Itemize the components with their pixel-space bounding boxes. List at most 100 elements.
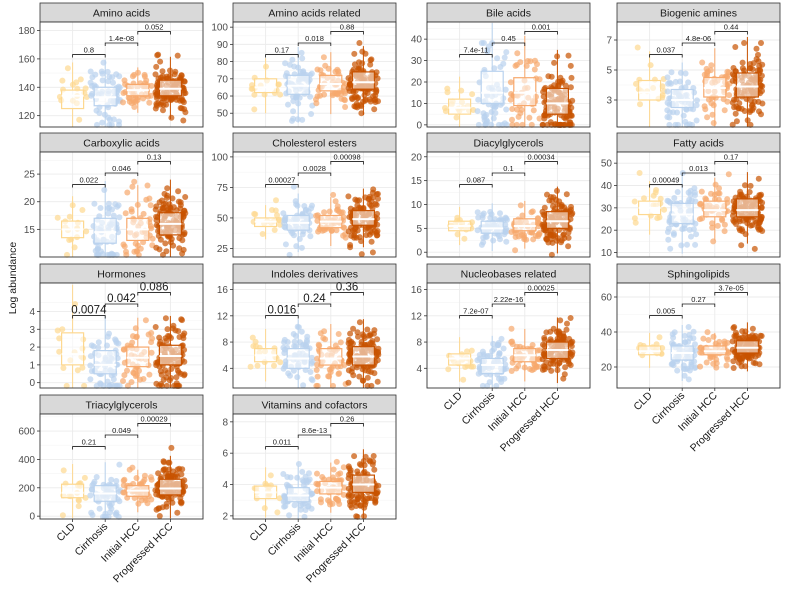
y-tick-label: 4 (29, 307, 35, 318)
data-point (133, 475, 140, 481)
data-point (113, 337, 119, 344)
data-point (535, 233, 542, 240)
y-tick-label: 25 (24, 170, 36, 181)
y-tick-label: 20 (411, 152, 423, 163)
data-point (320, 335, 327, 342)
comparison-bracket (104, 42, 139, 46)
y-tick-label: 3 (606, 96, 612, 107)
p-value-label: 0.00049 (652, 176, 679, 185)
data-point (361, 468, 368, 475)
data-point (325, 497, 331, 504)
data-point (484, 48, 491, 55)
data-point (686, 121, 693, 128)
data-point (353, 234, 360, 241)
comparison-bracket (714, 161, 748, 165)
facet-panel: Biogenic amines 0.037 4.8e-06 0.44 3 5 7 (606, 2, 781, 128)
data-point (59, 326, 66, 333)
data-point (565, 52, 572, 59)
data-point (721, 221, 728, 228)
comparison-bracket (330, 31, 364, 35)
data-point (479, 382, 486, 389)
data-point (291, 338, 298, 345)
data-point (182, 194, 189, 200)
data-point (374, 221, 381, 228)
data-point (181, 229, 188, 236)
data-point (519, 121, 526, 128)
data-point (319, 474, 326, 480)
data-point (756, 361, 763, 368)
data-point (702, 195, 709, 202)
data-point (667, 245, 674, 252)
data-point (106, 382, 113, 389)
data-point (691, 189, 698, 196)
data-point (309, 202, 315, 209)
data-point (484, 353, 491, 359)
data-point (173, 374, 180, 381)
data-point (254, 362, 261, 369)
data-point (177, 205, 184, 212)
data-point (544, 191, 550, 198)
data-point (475, 96, 482, 103)
data-point (375, 349, 381, 356)
data-point (106, 121, 113, 128)
data-point (534, 61, 540, 68)
data-point (147, 202, 154, 209)
data-point (347, 242, 354, 248)
facet-panel: Indoles derivatives 0.016 0.24 0.36 4 8 12 16 (217, 263, 397, 389)
data-point (490, 237, 497, 244)
x-tick-label: CLD (441, 389, 465, 413)
data-point (541, 334, 548, 341)
facet-title: Diacylglycerols (473, 138, 543, 150)
y-tick-label: 0 (29, 378, 35, 389)
data-point (282, 503, 289, 510)
data-point (168, 366, 175, 372)
comparison-bracket (72, 446, 106, 450)
data-point (460, 376, 467, 383)
y-tick-label: 15 (24, 225, 36, 236)
data-point (83, 228, 90, 235)
data-point (259, 231, 266, 237)
data-point (161, 95, 168, 102)
data-point (282, 60, 289, 67)
p-value-label: 0.17 (724, 152, 739, 161)
data-point (491, 65, 498, 72)
data-point (330, 191, 337, 198)
data-point (148, 330, 155, 336)
data-point (317, 330, 324, 337)
data-point (251, 210, 258, 217)
panel-border (39, 21, 204, 128)
data-point (157, 58, 164, 65)
p-value-label: 0.27 (691, 295, 706, 304)
y-tick-label: 20 (411, 78, 423, 89)
comparison-bracket (265, 184, 299, 188)
data-point (113, 478, 120, 484)
data-point (647, 62, 654, 69)
data-point (749, 101, 756, 108)
data-point (483, 117, 490, 124)
data-point (700, 335, 707, 342)
data-point (330, 382, 336, 389)
data-point (495, 342, 502, 349)
data-point (557, 317, 564, 324)
data-point (281, 350, 288, 356)
data-point (688, 233, 694, 240)
data-point (513, 61, 520, 68)
data-point (555, 83, 562, 90)
data-point (746, 109, 753, 115)
data-point (356, 65, 363, 72)
data-point (729, 121, 736, 128)
data-point (745, 353, 751, 359)
data-point (128, 208, 135, 215)
data-point (374, 228, 381, 234)
y-tick-label: 16 (217, 285, 229, 296)
data-point (341, 97, 348, 104)
data-point (468, 347, 475, 354)
data-point (497, 210, 503, 217)
data-point (483, 111, 490, 118)
data-point (710, 120, 717, 126)
box-iqr (513, 77, 537, 107)
data-point (251, 91, 258, 98)
data-point (351, 453, 358, 460)
data-point (677, 69, 684, 76)
data-point (368, 56, 375, 63)
